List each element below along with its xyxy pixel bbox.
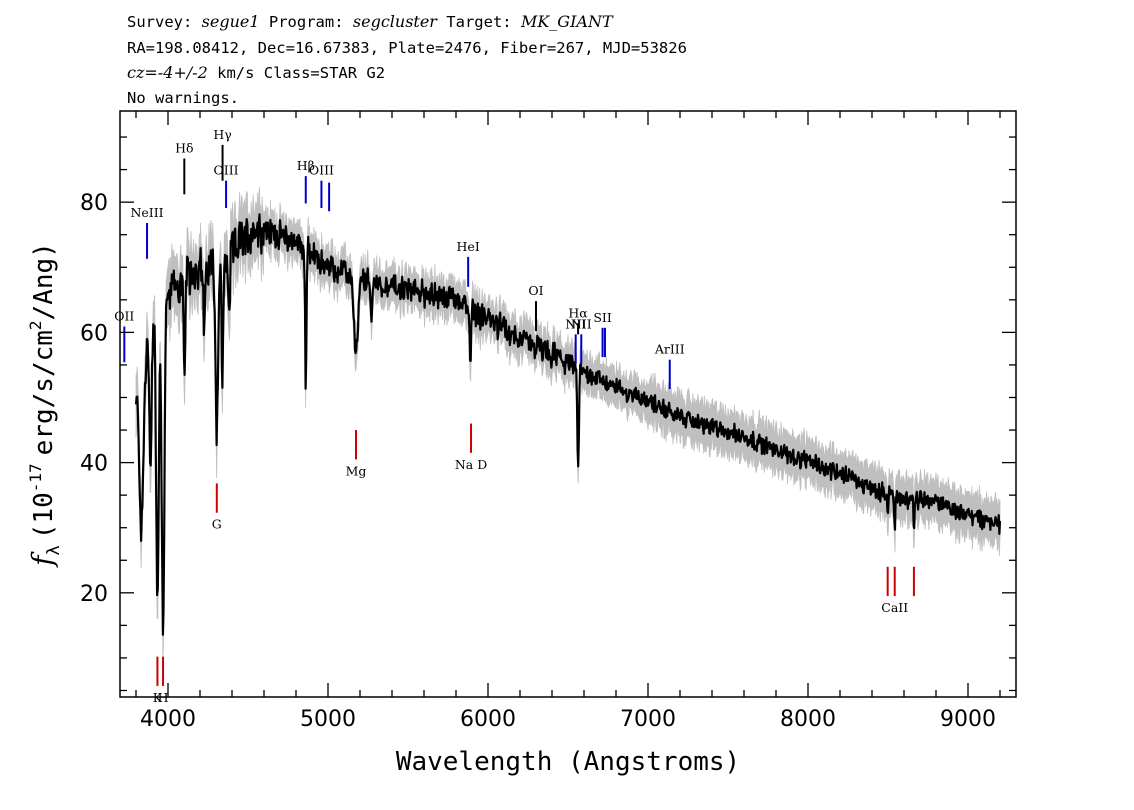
emission-label: OIII: [309, 163, 334, 178]
emission-label: OIII: [214, 163, 239, 178]
y-tick-label: 60: [80, 321, 108, 346]
spectrum-line: [134, 213, 1002, 636]
emission-label: Hβ: [297, 158, 315, 173]
spectrum-series: [134, 213, 1002, 636]
redshift-value: cz=-4+/-2: [127, 63, 208, 82]
emission-label: NeIII: [130, 205, 163, 220]
header-line-2: RA=198.08412, Dec=16.67383, Plate=2476, …: [127, 39, 687, 57]
y-tick-label: 40: [80, 452, 108, 477]
tick-labels: 4000 5000 6000 7000 8000 9000 20 40 60 80: [80, 191, 996, 732]
emission-label: SII: [593, 310, 612, 325]
y-axis-title: fλ(10-17erg/s/cm2/Ang): [26, 242, 64, 568]
header-line-4: No warnings.: [127, 89, 239, 107]
emission-label: ArIII: [654, 342, 685, 357]
header-line-3: cz=-4+/-2 km/s Class=STAR G2: [127, 63, 385, 82]
emission-label: NII: [565, 316, 586, 331]
x-tick-label: 5000: [300, 707, 356, 732]
emission-label: Hδ: [175, 141, 193, 156]
program-name: segcluster: [353, 12, 438, 31]
x-tick-label: 9000: [940, 707, 996, 732]
flux-error-band: [135, 186, 1001, 660]
survey-name: segue1: [202, 12, 260, 31]
y-tick-label: 80: [80, 191, 108, 216]
emission-label: NII: [571, 316, 592, 331]
header-line-1: Survey: segue1 Program: segcluster Targe…: [127, 12, 614, 31]
x-tick-label: 6000: [460, 707, 516, 732]
x-tick-label: 4000: [140, 707, 196, 732]
emission-label: HeI: [457, 239, 480, 254]
absorption-label: Na D: [455, 457, 487, 472]
emission-label: OII: [114, 309, 134, 324]
emission-label: Hγ: [213, 127, 231, 142]
absorption-label: G: [212, 517, 222, 532]
x-axis-title: Wavelength (Angstroms): [396, 747, 740, 777]
x-tick-label: 7000: [620, 707, 676, 732]
emission-label: OI: [528, 283, 543, 298]
plot-frame: [119, 110, 1017, 698]
emission-label: Hα: [568, 305, 588, 320]
target-name: MK_GIANT: [520, 12, 614, 31]
x-tick-label: 8000: [780, 707, 836, 732]
y-tick-label: 20: [80, 582, 108, 607]
absorption-label: Mg: [346, 463, 367, 478]
absorption-label: CaII: [881, 600, 908, 615]
axis-ticks: [120, 111, 1016, 697]
error-band: [135, 186, 1001, 660]
